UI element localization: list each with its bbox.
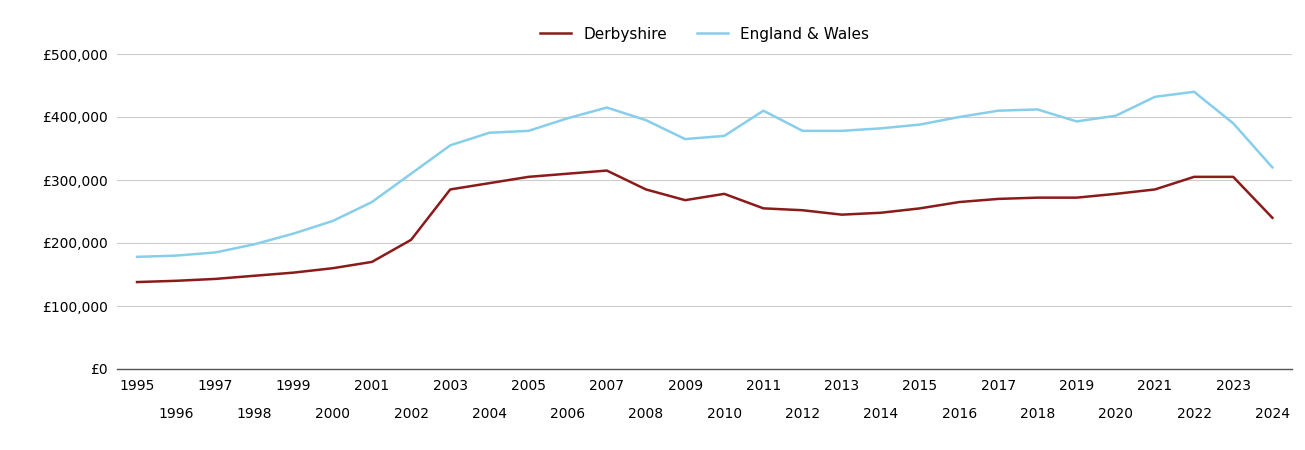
England & Wales — [951, 114, 967, 120]
England & Wales — [521, 128, 536, 134]
England & Wales — [1069, 119, 1084, 124]
Derbyshire — [834, 212, 850, 217]
Derbyshire — [599, 168, 615, 173]
England & Wales — [716, 133, 732, 139]
England & Wales — [1108, 113, 1124, 118]
Derbyshire — [1265, 215, 1280, 220]
England & Wales — [638, 117, 654, 123]
England & Wales — [168, 253, 184, 258]
England & Wales — [403, 171, 419, 176]
Derbyshire — [560, 171, 576, 176]
Line: Derbyshire: Derbyshire — [137, 171, 1272, 282]
England & Wales — [599, 105, 615, 110]
Derbyshire — [442, 187, 458, 192]
Derbyshire — [1186, 174, 1202, 180]
England & Wales — [207, 250, 223, 255]
England & Wales — [286, 231, 301, 236]
England & Wales — [756, 108, 771, 113]
England & Wales — [442, 143, 458, 148]
Derbyshire — [129, 279, 145, 285]
England & Wales — [1186, 89, 1202, 94]
England & Wales — [1147, 94, 1163, 99]
Derbyshire — [207, 276, 223, 282]
England & Wales — [482, 130, 497, 135]
England & Wales — [677, 136, 693, 142]
England & Wales — [834, 128, 850, 134]
England & Wales — [1265, 165, 1280, 170]
Derbyshire — [168, 278, 184, 284]
England & Wales — [795, 128, 810, 134]
England & Wales — [560, 116, 576, 121]
Derbyshire — [756, 206, 771, 211]
Derbyshire — [716, 191, 732, 197]
England & Wales — [325, 218, 341, 224]
Derbyshire — [912, 206, 928, 211]
Derbyshire — [521, 174, 536, 180]
Derbyshire — [638, 187, 654, 192]
Derbyshire — [482, 180, 497, 186]
Derbyshire — [1030, 195, 1045, 200]
England & Wales — [129, 254, 145, 260]
Derbyshire — [1069, 195, 1084, 200]
England & Wales — [247, 242, 262, 247]
Derbyshire — [795, 207, 810, 213]
Derbyshire — [325, 266, 341, 271]
Derbyshire — [1147, 187, 1163, 192]
Derbyshire — [364, 259, 380, 265]
England & Wales — [873, 126, 889, 131]
Derbyshire — [951, 199, 967, 205]
England & Wales — [1225, 121, 1241, 126]
Derbyshire — [286, 270, 301, 275]
England & Wales — [912, 122, 928, 127]
Line: England & Wales: England & Wales — [137, 92, 1272, 257]
Derbyshire — [403, 237, 419, 243]
Derbyshire — [677, 198, 693, 203]
Derbyshire — [1108, 191, 1124, 197]
Derbyshire — [247, 273, 262, 279]
Derbyshire — [990, 196, 1006, 202]
Derbyshire — [873, 210, 889, 216]
England & Wales — [990, 108, 1006, 113]
Derbyshire — [1225, 174, 1241, 180]
England & Wales — [1030, 107, 1045, 112]
England & Wales — [364, 199, 380, 205]
Legend: Derbyshire, England & Wales: Derbyshire, England & Wales — [534, 21, 876, 48]
